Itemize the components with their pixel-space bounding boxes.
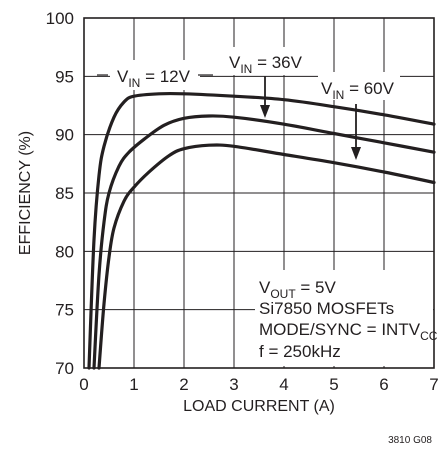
- series-label-text: VIN = 60V: [321, 79, 395, 102]
- y-tick-label: 90: [55, 126, 74, 145]
- conditions-note: VOUT = 5V Si7850 MOSFETs MODE/SYNC = INT…: [255, 270, 438, 366]
- series-label-text: VIN = 36V: [229, 53, 303, 76]
- series-label-vin-60v: VIN = 60V: [318, 72, 400, 102]
- arrow-vin-36v: [260, 76, 270, 118]
- series-label-vin-12v: VIN = 12V: [110, 60, 200, 90]
- series-lines: [87, 91, 436, 370]
- series-label-bg: [110, 60, 200, 90]
- series-label-bg: [318, 72, 400, 100]
- x-axis-title: LOAD CURRENT (A): [183, 398, 335, 415]
- x-tick-label: 3: [229, 375, 238, 394]
- x-tick-label: 7: [429, 375, 438, 394]
- conditions-note-bg: [255, 270, 433, 366]
- y-tick-label: 100: [46, 9, 74, 28]
- series-label-bg: [225, 47, 305, 75]
- note-frequency: f = 250kHz: [259, 342, 341, 361]
- plot-frame: [83, 17, 435, 369]
- series-line-3: [97, 143, 436, 370]
- y-axis-title: EFFICIENCY (%): [17, 131, 34, 255]
- x-tick-label: 5: [329, 375, 338, 394]
- series-label-vin-36v: VIN = 36V: [225, 47, 305, 76]
- x-tick-label: 1: [129, 375, 138, 394]
- series-label-text: VIN = 12V: [117, 67, 191, 90]
- y-tick-label: 80: [55, 242, 74, 261]
- series-line-2: [92, 114, 436, 370]
- y-tick-label: 85: [55, 184, 74, 203]
- x-tick-label: 6: [379, 375, 388, 394]
- y-tick-label: 95: [55, 67, 74, 86]
- series-line-1: [87, 91, 436, 370]
- arrow-head: [351, 147, 361, 160]
- tick-labels: 0 1 2 3 4 5 6 7 70 75 80 85 90 95 100: [46, 9, 438, 394]
- y-tick-label: 70: [55, 359, 74, 378]
- x-tick-label: 0: [79, 375, 88, 394]
- arrow-vin-60v: [351, 104, 361, 160]
- figure-id: 3810 G08: [388, 435, 432, 446]
- note-vout: VOUT = 5V: [259, 278, 337, 301]
- x-tick-label: 2: [179, 375, 188, 394]
- arrow-head: [260, 105, 270, 118]
- x-tick-label: 4: [279, 375, 288, 394]
- note-mosfets: Si7850 MOSFETs: [259, 299, 394, 318]
- y-tick-label: 75: [55, 301, 74, 320]
